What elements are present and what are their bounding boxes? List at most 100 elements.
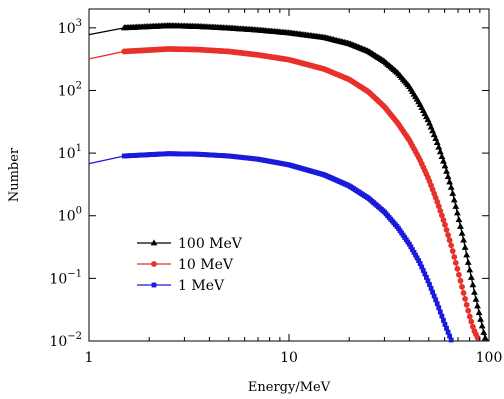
legend-item: 1 MeV [137, 278, 225, 294]
data-point [467, 273, 475, 280]
data-point [480, 328, 488, 335]
legend: 100 MeV 10 MeV 1 MeV [137, 236, 243, 294]
series-2 [88, 151, 454, 343]
data-point [441, 317, 446, 323]
data-point [440, 157, 447, 164]
data-point [481, 334, 489, 341]
data-point [442, 221, 448, 228]
data-point [440, 217, 447, 223]
data-point [461, 243, 469, 250]
x-tick-label: 1 [85, 350, 94, 366]
data-point [462, 295, 469, 302]
legend-label: 1 MeV [178, 278, 225, 294]
data-point [434, 301, 440, 307]
data-point [406, 241, 412, 247]
data-point [438, 212, 445, 219]
data-point [433, 138, 441, 145]
data-point [469, 323, 476, 330]
data-point [441, 162, 449, 169]
x-axis-title: Energy/MeV [248, 380, 331, 395]
data-point [413, 252, 418, 258]
x-tick-label: 100 [476, 350, 503, 366]
data-point [420, 268, 426, 273]
data-point [460, 236, 467, 243]
data-point [446, 237, 453, 244]
data-point [474, 334, 481, 341]
data-point [433, 297, 439, 303]
legend-item: 10 MeV [137, 257, 234, 273]
ticks-layer: 1 10 100 10−2 10−1 100 101 102 103 [49, 9, 502, 366]
data-point [457, 222, 464, 229]
data-point [477, 315, 485, 322]
data-point [449, 189, 457, 196]
data-point [458, 229, 466, 236]
data-point [428, 285, 434, 291]
data-point [452, 259, 459, 266]
data-point [427, 282, 432, 287]
data-point [459, 283, 465, 290]
data-point [430, 289, 435, 295]
data-point [417, 261, 423, 266]
data-point [449, 248, 456, 254]
data-point [465, 307, 472, 314]
data-point [435, 203, 442, 210]
series-0 [88, 22, 489, 341]
data-point [437, 207, 444, 214]
data-point [460, 290, 467, 296]
data-point [450, 196, 458, 203]
data-point [408, 244, 414, 250]
data-point [468, 318, 475, 325]
data-point [471, 288, 478, 295]
data-point [452, 202, 460, 209]
data-point [436, 305, 442, 311]
data-point [453, 209, 461, 216]
series-line [88, 25, 487, 339]
data-point [466, 266, 474, 273]
y-tick-label: 103 [58, 18, 82, 37]
data-point [472, 295, 480, 302]
data-point [469, 281, 477, 288]
data-point [447, 333, 453, 339]
data-point [463, 301, 470, 308]
data-point [419, 264, 425, 270]
legend-marker [151, 282, 157, 288]
legend-label: 100 MeV [178, 236, 243, 252]
data-point [448, 242, 455, 249]
data-point [478, 322, 486, 329]
data-point [474, 302, 481, 309]
data-point [431, 293, 437, 299]
data-point [411, 249, 417, 255]
data-point [437, 309, 443, 315]
data-point [442, 322, 448, 327]
y-tick-label: 102 [58, 80, 82, 99]
data-point [445, 232, 451, 238]
data-point [455, 216, 463, 223]
data-point [457, 277, 464, 284]
data-point [456, 271, 462, 278]
data-point [443, 167, 450, 174]
y-tick-label: 10−2 [49, 331, 82, 350]
y-tick-label: 100 [58, 206, 82, 225]
y-tick-label: 10−1 [49, 268, 82, 287]
data-point [445, 329, 451, 335]
data-point [425, 278, 431, 284]
data-point [435, 143, 443, 150]
data-point [410, 247, 415, 253]
legend-label: 10 MeV [178, 257, 234, 273]
series-line [88, 153, 453, 342]
legend-item: 100 MeV [137, 236, 243, 252]
data-point [416, 258, 422, 263]
data-point [446, 178, 454, 185]
data-point [448, 337, 454, 343]
y-axis-title: Number [7, 147, 22, 202]
data-point [451, 254, 458, 260]
series-layer [88, 22, 489, 343]
x-tick-label: 10 [280, 350, 298, 366]
data-point [422, 271, 428, 277]
data-point [454, 265, 461, 272]
data-point [436, 148, 444, 155]
data-point [466, 313, 473, 320]
data-point [444, 173, 452, 180]
data-point [423, 275, 429, 280]
